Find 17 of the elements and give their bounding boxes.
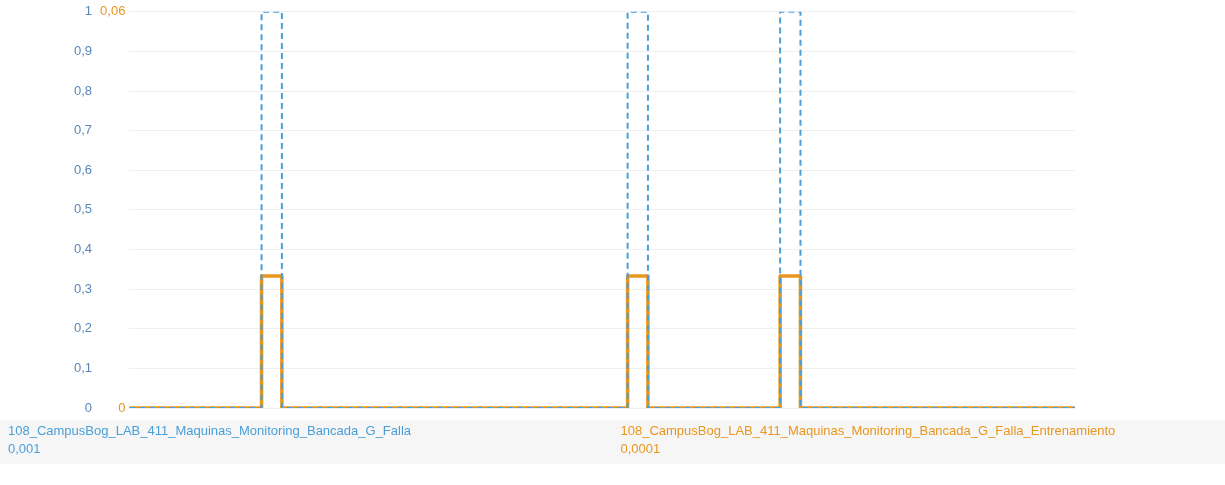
y-tick-label: 0,8 — [73, 82, 93, 98]
y2-tick-label: 0,06 — [100, 3, 126, 19]
text: 0,001 — [8, 440, 42, 458]
y-tick-label: 0,5 — [73, 201, 93, 217]
y-tick-label: 1 — [84, 3, 93, 19]
y-tick-label: 0,2 — [73, 320, 93, 336]
series-label: 108_CampusBog_LAB_411_Maquinas_Monitoring_Bancada_G_Falla_Entrenamiento — [620, 422, 1117, 440]
y-tick-label: 0,6 — [73, 161, 93, 177]
y-tick-label: 0 — [84, 399, 93, 415]
y-tick-label: 0,7 — [73, 122, 93, 138]
text: 0,0001 — [620, 440, 662, 458]
y-tick-label: 0,1 — [73, 359, 93, 375]
series-label: 108_CampusBog_LAB_411_Maquinas_Monitoring_Bancada_G_Falla — [8, 422, 413, 440]
y2-tick-label: 0 — [118, 399, 126, 415]
y-tick-label: 0,4 — [73, 241, 93, 257]
y-tick-label: 0,9 — [73, 43, 93, 58]
y-tick-label: 0,3 — [73, 280, 93, 296]
